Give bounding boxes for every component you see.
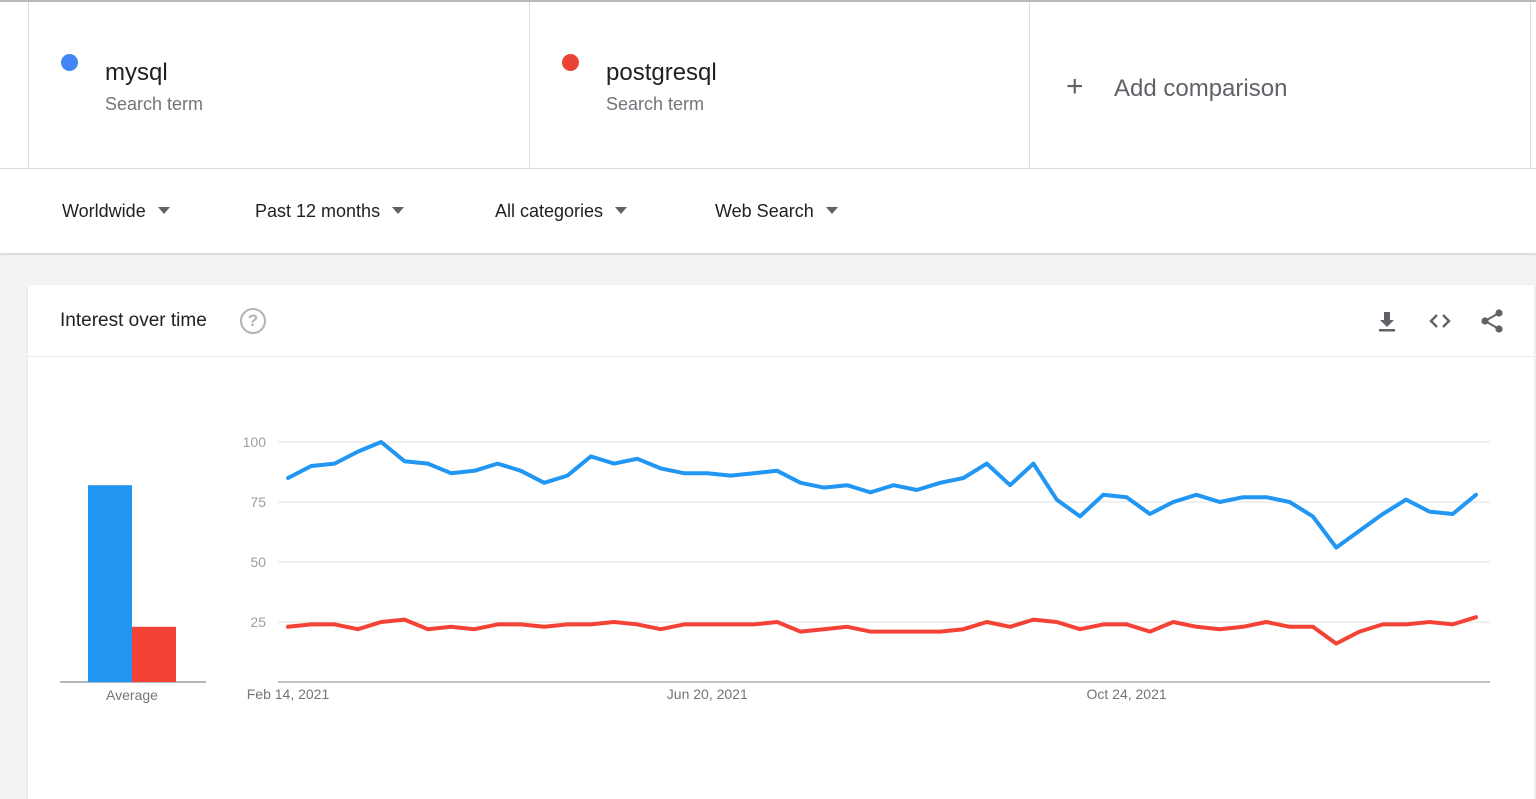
dropdown-arrow-icon <box>825 207 838 215</box>
dropdown-arrow-icon <box>157 207 170 215</box>
region-label: Worldwide <box>62 201 146 221</box>
term-name[interactable]: mysql <box>105 59 168 86</box>
term-card-postgresql[interactable]: postgresql Search term <box>529 2 1029 169</box>
filter-bar: Worldwide Past 12 months All categories … <box>0 169 1536 255</box>
y-tick-label: 25 <box>250 614 266 630</box>
x-axis-ticks: Feb 14, 2021 Jun 20, 2021 Oct 24, 2021 <box>247 686 1167 702</box>
x-tick-label: Feb 14, 2021 <box>247 686 330 702</box>
term-color-dot <box>61 54 78 71</box>
search-type-label: Web Search <box>715 201 814 221</box>
card-title: Interest over time <box>60 310 207 331</box>
chart-gridlines <box>278 441 1490 683</box>
x-tick-label: Oct 24, 2021 <box>1087 686 1167 702</box>
term-name[interactable]: postgresql <box>606 59 717 86</box>
card-header: Interest over time ? <box>28 285 1534 357</box>
region-dropdown[interactable]: Worldwide <box>62 201 170 222</box>
share-icon[interactable] <box>1478 307 1506 335</box>
category-dropdown[interactable]: All categories <box>495 201 628 222</box>
interest-over-time-card: Interest over time ? Average <box>28 285 1534 799</box>
search-terms-bar: mysql Search term postgresql Search term… <box>0 2 1536 169</box>
series-line-postgresql[interactable] <box>286 615 1478 646</box>
add-comparison-button[interactable]: + Add comparison <box>1029 2 1531 169</box>
average-bar-postgresql[interactable] <box>132 626 176 682</box>
dropdown-arrow-icon <box>392 207 405 215</box>
time-range-label: Past 12 months <box>255 201 381 221</box>
term-type: Search term <box>105 94 204 114</box>
y-tick-label: 100 <box>243 434 267 450</box>
term-card-mysql[interactable]: mysql Search term <box>28 2 529 169</box>
y-tick-label: 50 <box>250 554 266 570</box>
average-label: Average <box>106 687 158 703</box>
add-comparison-label[interactable]: Add comparison <box>1114 75 1288 102</box>
download-icon[interactable] <box>1373 307 1401 335</box>
term-color-dot <box>562 54 579 71</box>
series-line-mysql[interactable] <box>286 440 1478 550</box>
explore-header: mysql Search term postgresql Search term… <box>0 0 1536 253</box>
dropdown-arrow-icon <box>615 207 628 215</box>
y-tick-label: 75 <box>250 494 266 510</box>
category-label: All categories <box>495 201 604 221</box>
time-range-dropdown[interactable]: Past 12 months <box>255 201 405 222</box>
average-bars: Average <box>60 485 206 703</box>
plus-icon: + <box>1066 70 1084 103</box>
term-type: Search term <box>606 94 705 114</box>
x-tick-label: Jun 20, 2021 <box>667 686 748 702</box>
average-bar-mysql[interactable] <box>88 485 132 682</box>
y-axis-ticks: 25 50 75 100 <box>243 434 267 630</box>
interest-over-time-chart[interactable]: Average 25 50 75 100 Feb 14, 2021 Jun 20, 20… <box>28 358 1534 798</box>
series-lines <box>286 440 1478 646</box>
help-circle-icon[interactable]: ? <box>240 308 266 334</box>
search-type-dropdown[interactable]: Web Search <box>715 201 838 222</box>
embed-code-icon[interactable] <box>1426 307 1454 335</box>
